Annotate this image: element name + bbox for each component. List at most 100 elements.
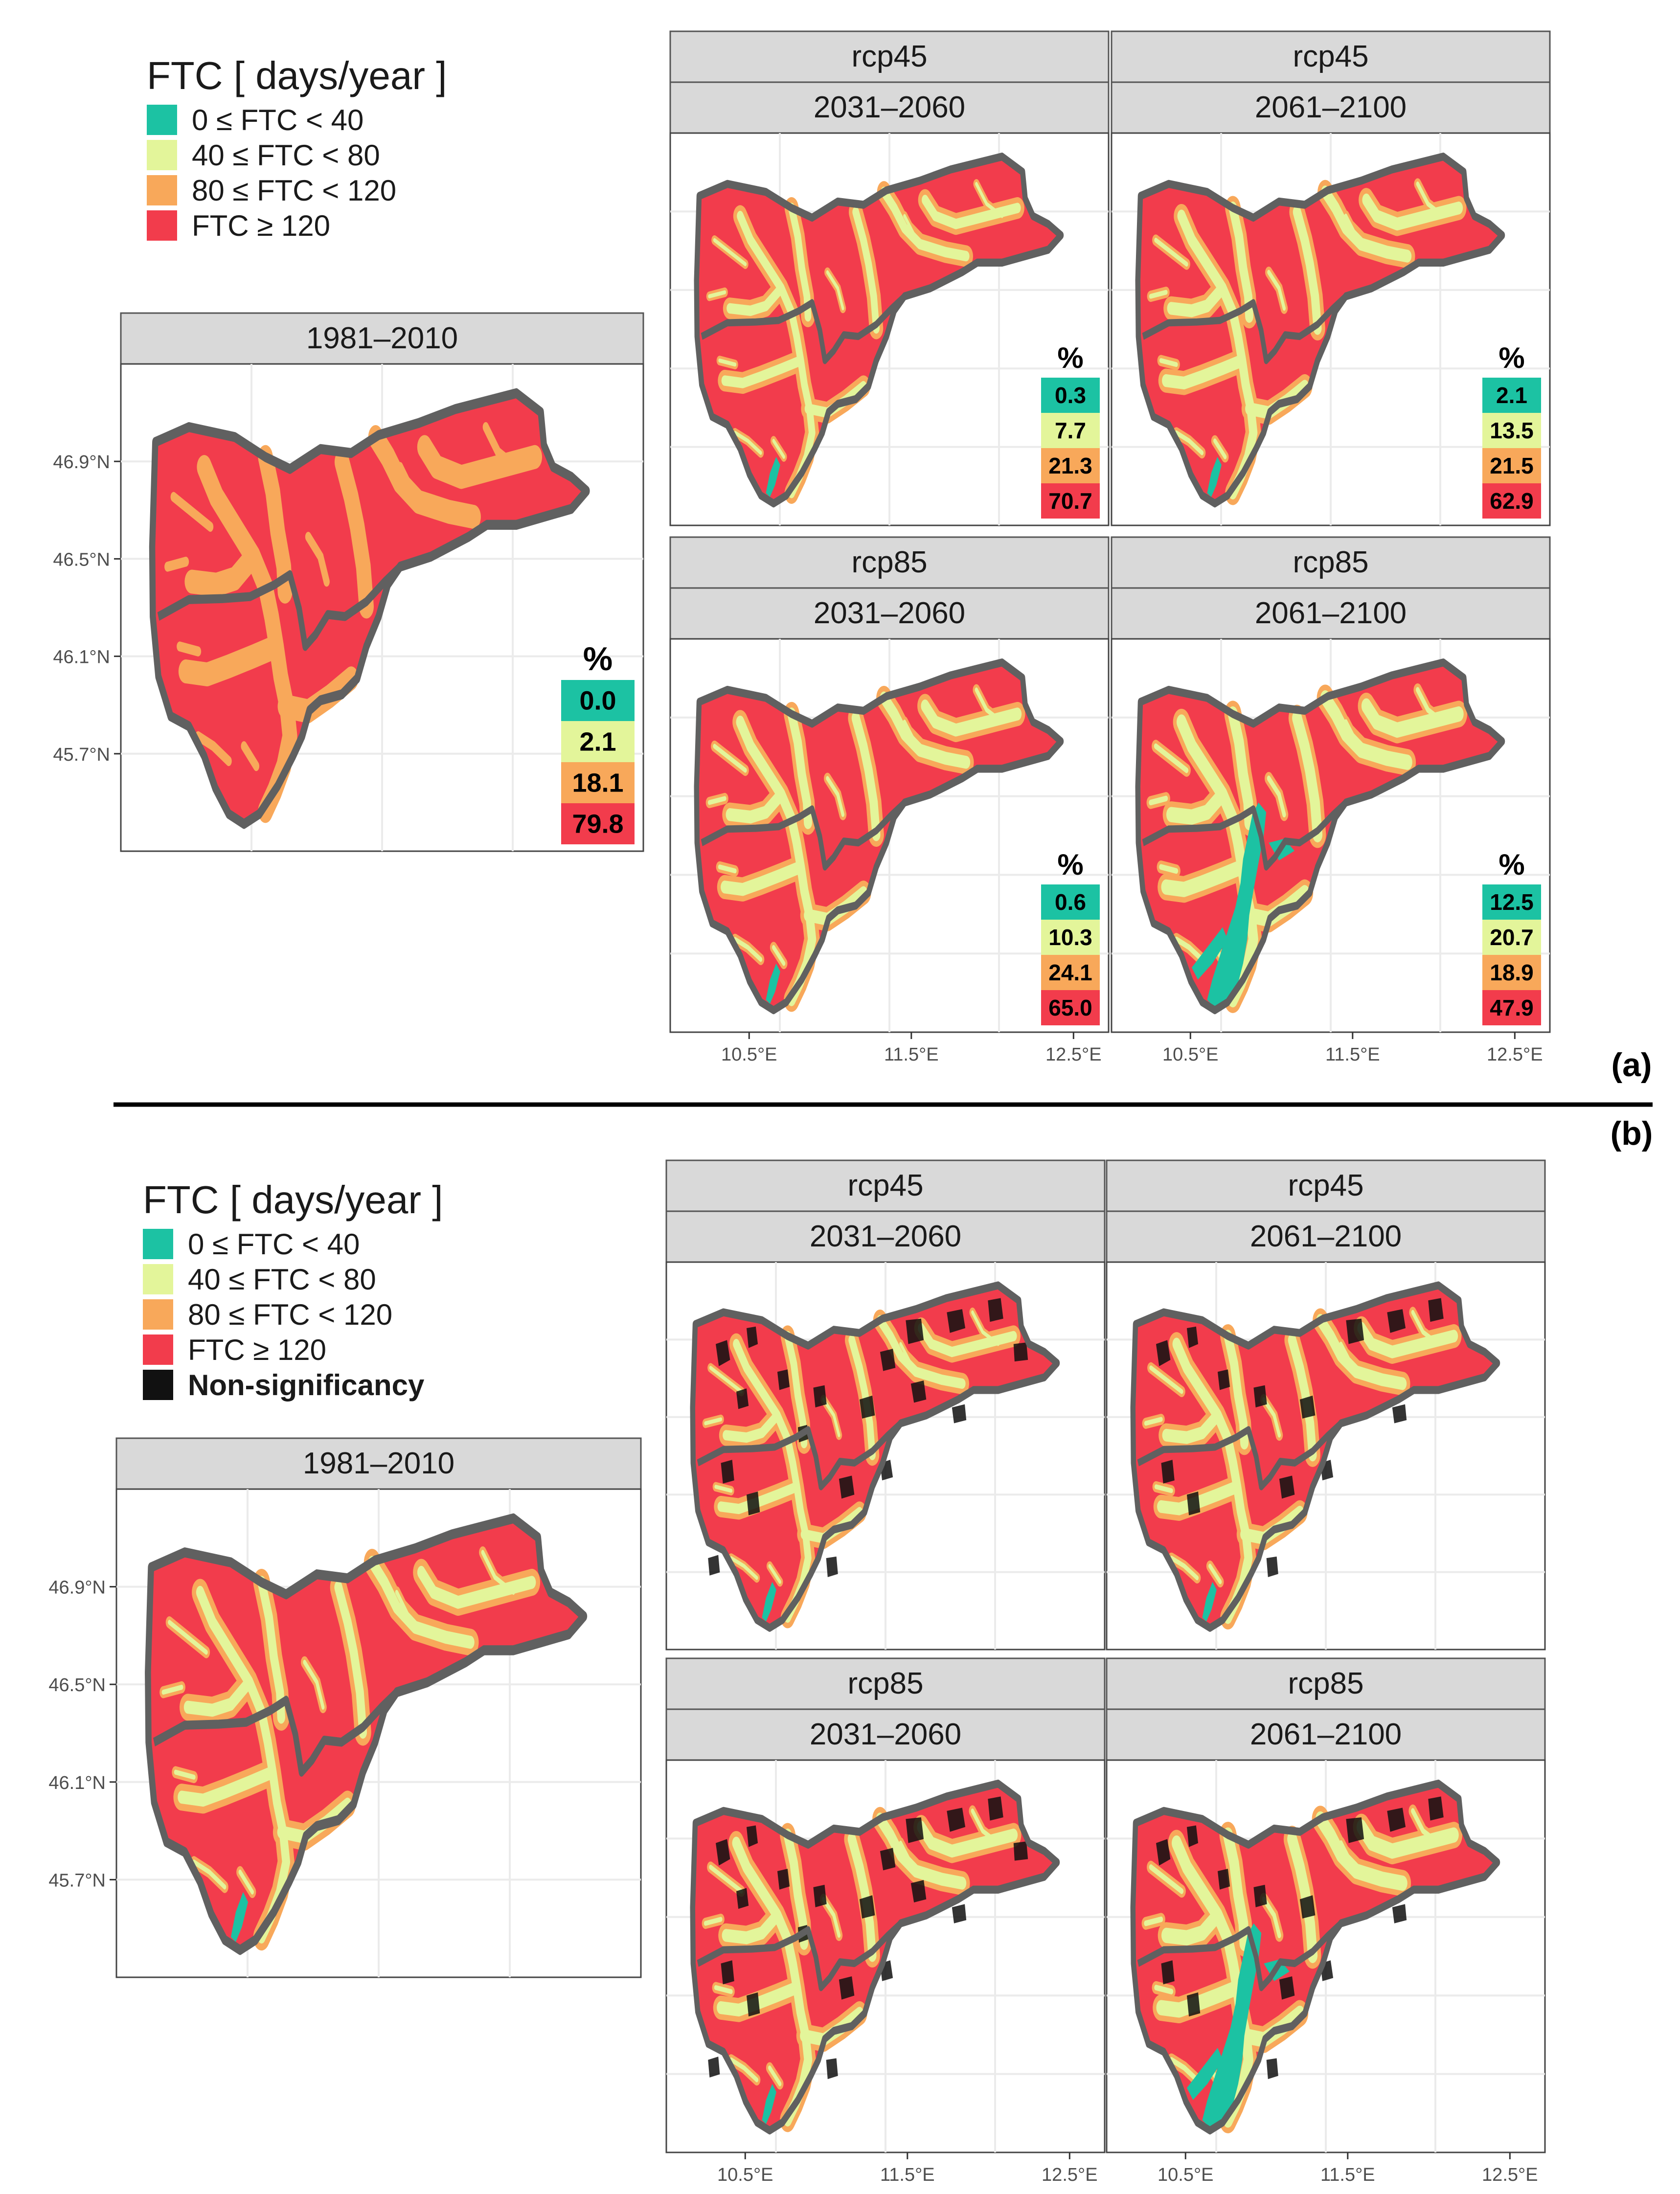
teal-zone-small (230, 1892, 249, 1942)
legend-swatch-nonsig (143, 1370, 173, 1400)
strip-label: 1981–2010 (306, 321, 458, 355)
strip-bg (665, 1657, 1106, 1710)
lon-tick-label: 10.5°E (717, 2165, 773, 2185)
legend-label-2: 80 ≤ FTC < 120 (192, 174, 396, 207)
percent-cell-0 (561, 680, 635, 721)
percent-value-3: 70.7 (1048, 488, 1092, 514)
strip-bg (665, 1210, 1106, 1263)
panel-a-r85a: rcp85 2031–2060 10.5°E 11.5°E 12.5°E% 0.6 10.3… (669, 536, 1110, 1065)
region-map (693, 1286, 1057, 1628)
strip-label: 2031–2060 (814, 596, 965, 630)
strip-bg (669, 81, 1110, 134)
region-map (1133, 1286, 1498, 1628)
percent-value-2: 18.9 (1490, 960, 1534, 985)
panel-b-r85a: rcp85 2031–2060 10.5°E 11.5°E 12.5°E (665, 1657, 1106, 2185)
percent-value-3: 47.9 (1490, 995, 1534, 1020)
lon-tick-label: 10.5°E (721, 1044, 777, 1065)
strip-label: rcp45 (1293, 40, 1368, 73)
panel-a-r45a: rcp45 2031–2060% 0.3 7.7 21.3 70.7 (669, 30, 1110, 526)
legend-title: FTC [ days/year ] (147, 54, 447, 97)
strip-label: rcp85 (847, 1667, 923, 1700)
percent-cell-1 (1482, 920, 1541, 955)
strip-label: 2061–2100 (1255, 90, 1407, 124)
teal-zone-small (762, 1582, 776, 1622)
percent-cell-2 (1041, 448, 1100, 483)
region-map (148, 1518, 584, 1950)
legend-swatch-1 (143, 1264, 173, 1294)
strip-label: 2061–2100 (1250, 1220, 1402, 1253)
lon-tick-label: 12.5°E (1045, 1044, 1102, 1065)
panel-a-r45b: rcp45 2061–2100% 2.1 13.5 21.5 62.9 (1111, 30, 1551, 526)
lon-tick-label: 11.5°E (880, 2165, 935, 2185)
legend-swatch-3 (143, 1334, 173, 1365)
strip-bg (665, 1159, 1106, 1212)
percent-cell-0 (1041, 378, 1100, 413)
percent-value-2: 18.1 (572, 768, 623, 797)
percent-header: % (1498, 848, 1524, 881)
teal-zone-small (1202, 1582, 1217, 1622)
percent-value-0: 12.5 (1490, 889, 1534, 915)
percent-header: % (1057, 341, 1083, 374)
panel-b-hist: 1981–2010 46.9°N 46.5°N 46.1°N 45.7°N (48, 1437, 642, 1978)
lon-tick-label: 11.5°E (1320, 2165, 1375, 2185)
strip-label: rcp85 (1293, 545, 1368, 579)
legend-swatch-0 (143, 1229, 173, 1259)
percent-value-3: 65.0 (1048, 995, 1092, 1020)
legend-label-2: 80 ≤ FTC < 120 (188, 1298, 392, 1331)
panel-a-r85b: rcp85 2061–2100 10.5°E 11.5°E 12.5°E% 12.5 20.… (1111, 536, 1551, 1065)
teal-zone-small (762, 2083, 776, 2125)
strip-label: rcp45 (847, 1169, 923, 1202)
percent-value-2: 24.1 (1048, 960, 1092, 985)
percent-cell-3 (1041, 483, 1100, 519)
strip-bg (1106, 1159, 1546, 1212)
strip-label: 2031–2060 (810, 1220, 961, 1253)
legend-label-3: FTC ≥ 120 (188, 1334, 326, 1366)
panel-b-r45b: rcp45 2061–2100 (1106, 1159, 1546, 1651)
percent-cell-1 (561, 721, 635, 762)
strip-label: 2061–2100 (1255, 596, 1407, 630)
percent-cell-3 (1041, 990, 1100, 1025)
strip-bg (1106, 1210, 1546, 1263)
panel-b-r85b: rcp85 2061–2100 10.5°E 11.5°E 12.5°E (1106, 1657, 1546, 2185)
lat-tick-label: 45.7°N (53, 745, 110, 765)
legend-swatch-1 (147, 140, 177, 170)
lat-tick-label: 46.5°N (48, 1675, 106, 1696)
lon-tick-label: 12.5°E (1482, 2165, 1538, 2185)
percent-cell-3 (1482, 990, 1541, 1025)
panel-a-hist: 1981–2010 46.9°N 46.5°N 46.1°N 45.7°N% 0.0 2.1… (53, 312, 644, 852)
percent-cell-2 (1482, 448, 1541, 483)
strip-label: 2061–2100 (1250, 1718, 1402, 1751)
strip-label: rcp45 (851, 40, 927, 73)
strip-bg (1111, 81, 1551, 134)
percent-header: % (583, 640, 613, 678)
percent-header: % (1057, 848, 1083, 881)
percent-cell-1 (1482, 413, 1541, 448)
percent-value-2: 21.3 (1048, 453, 1092, 478)
legend-label-3: FTC ≥ 120 (192, 209, 330, 242)
percent-value-2: 21.5 (1490, 453, 1534, 478)
percent-cell-0 (1482, 378, 1541, 413)
lon-tick-label: 12.5°E (1042, 2165, 1098, 2185)
percent-value-3: 79.8 (572, 809, 623, 838)
percent-value-1: 20.7 (1490, 925, 1534, 950)
panel-b-r45a: rcp45 2031–2060 (665, 1159, 1106, 1651)
legend-swatch-2 (143, 1299, 173, 1330)
strip-label: rcp45 (1288, 1169, 1363, 1202)
teal-zone-small (1207, 456, 1222, 498)
teal-zone-small (766, 456, 780, 498)
legend-swatch-0 (147, 105, 177, 135)
strip-label: 2031–2060 (814, 90, 965, 124)
strip-label: 1981–2010 (303, 1447, 454, 1480)
lat-tick-label: 45.7°N (48, 1870, 106, 1891)
strip-label: rcp85 (1288, 1667, 1363, 1700)
percent-value-1: 2.1 (579, 727, 616, 756)
lat-tick-label: 46.5°N (53, 549, 110, 570)
strip-bg (669, 536, 1110, 589)
strip-label: rcp85 (851, 545, 927, 579)
percent-cell-2 (1041, 955, 1100, 990)
percent-cell-0 (1041, 884, 1100, 920)
strip-bg (1106, 1657, 1546, 1710)
lon-tick-label: 10.5°E (1162, 1044, 1219, 1065)
